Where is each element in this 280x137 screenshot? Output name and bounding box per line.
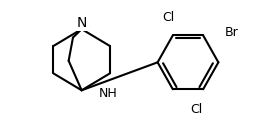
Text: N: N bbox=[76, 16, 87, 30]
Text: Br: Br bbox=[225, 26, 239, 39]
Text: Cl: Cl bbox=[162, 11, 175, 24]
Text: NH: NH bbox=[99, 87, 118, 100]
Text: Cl: Cl bbox=[190, 103, 203, 116]
